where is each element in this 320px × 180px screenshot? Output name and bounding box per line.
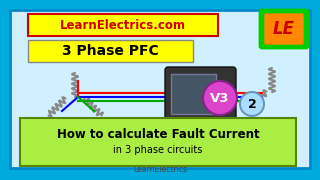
Text: in 3 phase circuits: in 3 phase circuits [113,145,203,155]
FancyBboxPatch shape [265,14,303,44]
FancyBboxPatch shape [165,67,236,131]
FancyBboxPatch shape [260,10,308,48]
Text: LearnElectrics: LearnElectrics [133,165,187,174]
Text: How to calculate Fault Current: How to calculate Fault Current [57,129,259,141]
FancyBboxPatch shape [10,10,310,168]
Circle shape [240,92,264,116]
FancyBboxPatch shape [28,40,193,62]
FancyBboxPatch shape [20,118,296,166]
Circle shape [203,81,237,115]
FancyBboxPatch shape [28,14,218,36]
Text: 2: 2 [248,98,256,111]
Text: 3 Phase PFC: 3 Phase PFC [62,44,158,58]
Text: LE: LE [273,20,295,38]
Text: LearnElectrics.com: LearnElectrics.com [60,19,186,32]
Text: V3: V3 [210,91,230,105]
FancyBboxPatch shape [171,74,216,114]
